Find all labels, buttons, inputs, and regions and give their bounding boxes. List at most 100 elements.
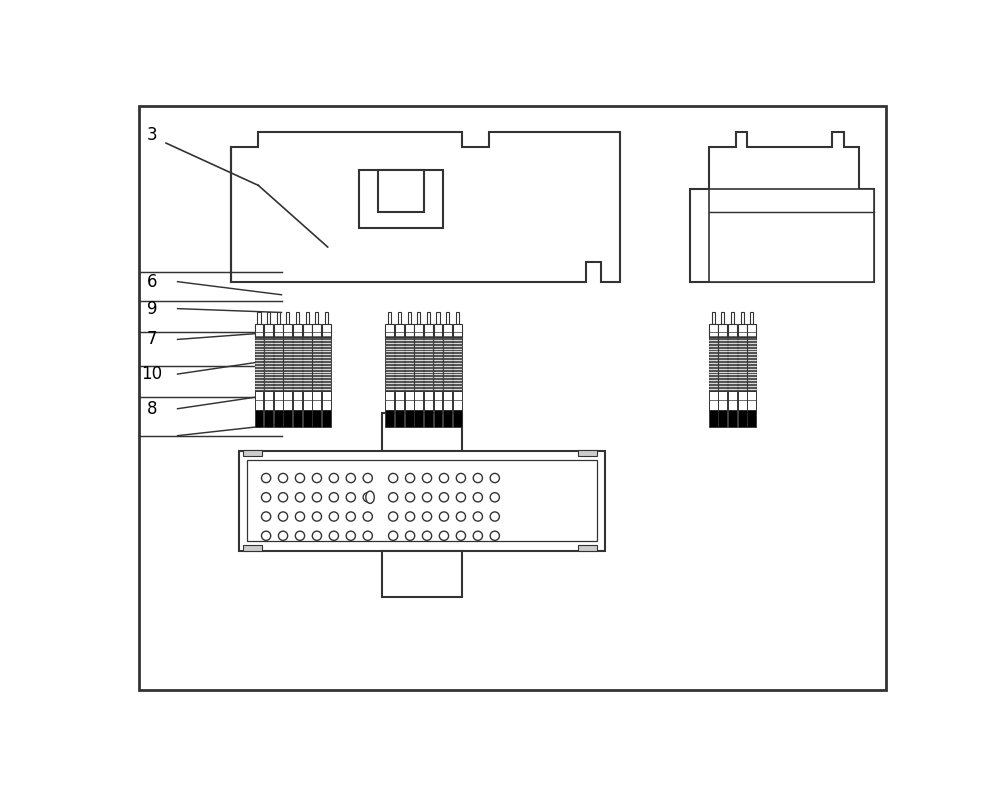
Bar	[453, 411, 462, 427]
Bar	[424, 324, 433, 337]
Bar	[315, 313, 318, 324]
Bar	[274, 337, 283, 391]
Bar	[718, 337, 727, 391]
Bar	[303, 391, 312, 411]
Circle shape	[389, 531, 398, 541]
Bar	[378, 170, 424, 213]
Bar	[443, 411, 452, 427]
Bar	[398, 313, 401, 324]
Circle shape	[295, 474, 305, 482]
Circle shape	[490, 474, 499, 482]
Bar	[578, 450, 597, 456]
Bar	[747, 337, 756, 391]
Bar	[385, 337, 394, 391]
Bar	[718, 391, 727, 411]
Bar	[283, 324, 292, 337]
Bar	[385, 391, 394, 411]
Bar	[358, 170, 443, 228]
Bar	[728, 411, 737, 427]
Bar	[750, 313, 753, 324]
Bar	[434, 324, 442, 337]
Bar	[718, 324, 727, 337]
Bar	[312, 337, 321, 391]
Circle shape	[389, 512, 398, 521]
Bar	[424, 337, 433, 391]
Bar	[405, 337, 414, 391]
Bar	[385, 324, 394, 337]
Circle shape	[456, 512, 466, 521]
Bar	[728, 337, 737, 391]
Bar	[243, 450, 262, 456]
Bar	[414, 324, 423, 337]
Bar	[414, 411, 423, 427]
Circle shape	[439, 492, 449, 502]
Circle shape	[278, 512, 288, 521]
Circle shape	[389, 492, 398, 502]
Circle shape	[278, 531, 288, 541]
Bar	[446, 313, 449, 324]
Bar	[436, 313, 440, 324]
Bar	[322, 411, 331, 427]
Bar	[578, 545, 597, 551]
Bar	[286, 313, 289, 324]
Bar	[385, 411, 394, 427]
Bar	[405, 391, 414, 411]
Circle shape	[278, 474, 288, 482]
Circle shape	[422, 531, 432, 541]
Circle shape	[329, 474, 338, 482]
Bar	[747, 411, 756, 427]
Bar	[296, 313, 299, 324]
Circle shape	[490, 492, 499, 502]
Circle shape	[389, 474, 398, 482]
Bar	[405, 324, 414, 337]
Circle shape	[295, 492, 305, 502]
Bar	[395, 391, 404, 411]
Bar	[322, 324, 331, 337]
Bar	[709, 337, 718, 391]
Bar	[405, 411, 414, 427]
Bar	[417, 313, 420, 324]
Bar	[709, 391, 718, 411]
Polygon shape	[231, 132, 620, 281]
Bar	[293, 391, 302, 411]
Circle shape	[346, 512, 355, 521]
Circle shape	[346, 474, 355, 482]
Bar	[303, 411, 312, 427]
Bar	[456, 313, 459, 324]
Text: 10: 10	[141, 365, 162, 383]
Ellipse shape	[366, 491, 374, 504]
Bar	[453, 391, 462, 411]
Bar	[443, 324, 452, 337]
Text: 9: 9	[147, 299, 157, 318]
Bar	[395, 337, 404, 391]
Circle shape	[473, 492, 482, 502]
Bar	[264, 411, 273, 427]
Bar	[434, 391, 442, 411]
Bar	[239, 451, 605, 551]
Bar	[267, 313, 270, 324]
Bar	[293, 324, 302, 337]
Bar	[312, 324, 321, 337]
Circle shape	[422, 512, 432, 521]
Bar	[255, 337, 263, 391]
Bar	[427, 313, 430, 324]
Circle shape	[473, 474, 482, 482]
Text: 3: 3	[147, 126, 157, 144]
Bar	[728, 391, 737, 411]
Bar	[738, 324, 747, 337]
Circle shape	[329, 531, 338, 541]
Bar	[738, 337, 747, 391]
Bar	[274, 391, 283, 411]
Circle shape	[312, 512, 322, 521]
Circle shape	[363, 531, 372, 541]
Text: 7: 7	[147, 330, 157, 348]
Bar	[414, 337, 423, 391]
Bar	[293, 337, 302, 391]
Text: 8: 8	[147, 400, 157, 418]
Circle shape	[473, 531, 482, 541]
Circle shape	[329, 492, 338, 502]
Bar	[255, 391, 263, 411]
Bar	[443, 337, 452, 391]
Bar	[395, 324, 404, 337]
Circle shape	[295, 531, 305, 541]
